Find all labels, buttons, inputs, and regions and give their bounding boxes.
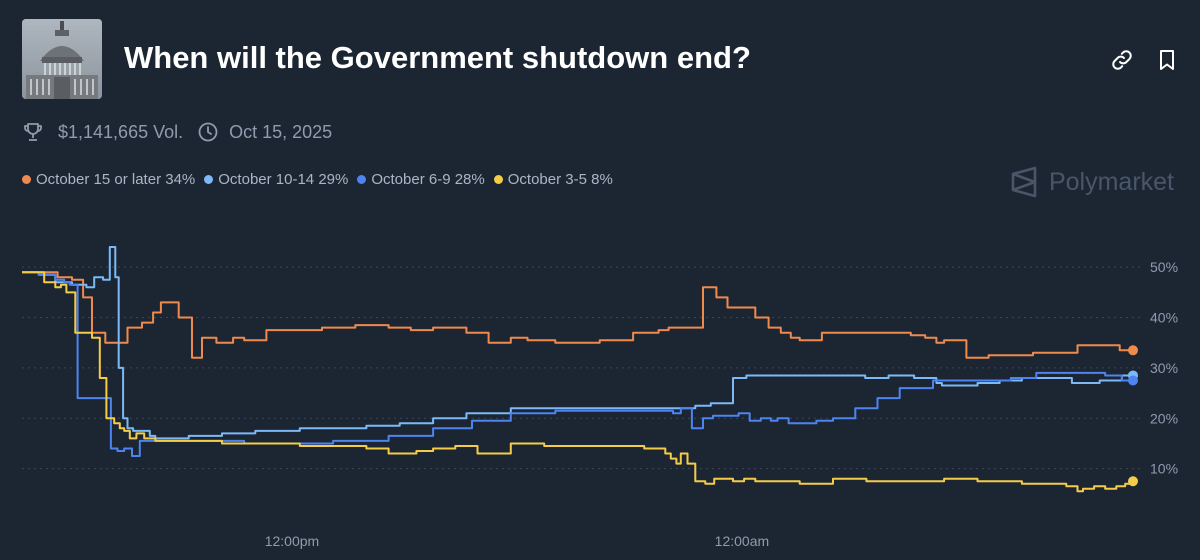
y-tick-label: 50% [1150, 259, 1178, 275]
lines-layer [22, 246, 1134, 493]
legend-item-october-3-5: October 3-5 8% [493, 171, 613, 188]
market-thumbnail [22, 19, 102, 99]
market-title: When will the Government shutdown end? [124, 40, 751, 75]
legend-label: October 10-14 29% [218, 171, 349, 188]
bookmark-icon[interactable] [1155, 48, 1179, 72]
legend-label: October 3-5 8% [507, 171, 613, 188]
legend-item-october-10-14: October 10-14 29% [204, 171, 348, 188]
series-line-october-15-or-later [22, 271, 1133, 359]
brand-name: Polymarket [1048, 167, 1174, 196]
legend-item-october-15-or-later: October 15 or later 34% [22, 171, 195, 188]
series-line-october-3-5 [22, 271, 1134, 493]
legend-dot [493, 175, 503, 184]
polymarket-logo: Polymarket [1009, 166, 1174, 198]
legend-label: October 6-9 28% [371, 171, 485, 188]
axis-layer: 10% 20% 30% 40% 50% 12:00pm 12:00am [265, 259, 1178, 549]
y-tick-label: 10% [1150, 461, 1178, 477]
legend-dot [22, 175, 31, 184]
clock-icon [197, 121, 219, 143]
legend-item-october-6-9: October 6-9 28% [357, 171, 485, 188]
x-tick-label: 12:00pm [265, 533, 319, 549]
x-tick-label: 12:00am [715, 533, 769, 549]
series-end-dot-october-15-or-later [1128, 345, 1138, 356]
market-meta: $1,141,665 Vol. Oct 15, 2025 [22, 119, 332, 145]
y-tick-label: 20% [1150, 410, 1178, 426]
series-line-october-6-9 [22, 271, 1133, 457]
grid-layer [22, 266, 1140, 470]
trophy-icon [22, 121, 44, 143]
chart-legend: October 15 or later 34% October 10-14 29… [22, 171, 622, 188]
link-icon[interactable] [1110, 48, 1134, 72]
end-dots-layer [1128, 345, 1138, 487]
series-end-dot-october-3-5 [1128, 476, 1138, 487]
legend-label: October 15 or later 34% [36, 171, 196, 188]
volume-text: $1,141,665 Vol. [58, 121, 184, 142]
legend-dot [357, 175, 367, 184]
y-tick-label: 40% [1150, 310, 1178, 326]
end-date-text: Oct 15, 2025 [229, 121, 333, 142]
polymarket-icon [1011, 166, 1037, 198]
y-tick-label: 30% [1150, 360, 1178, 376]
legend-dot [204, 175, 214, 184]
series-end-dot-october-6-9 [1128, 375, 1138, 386]
